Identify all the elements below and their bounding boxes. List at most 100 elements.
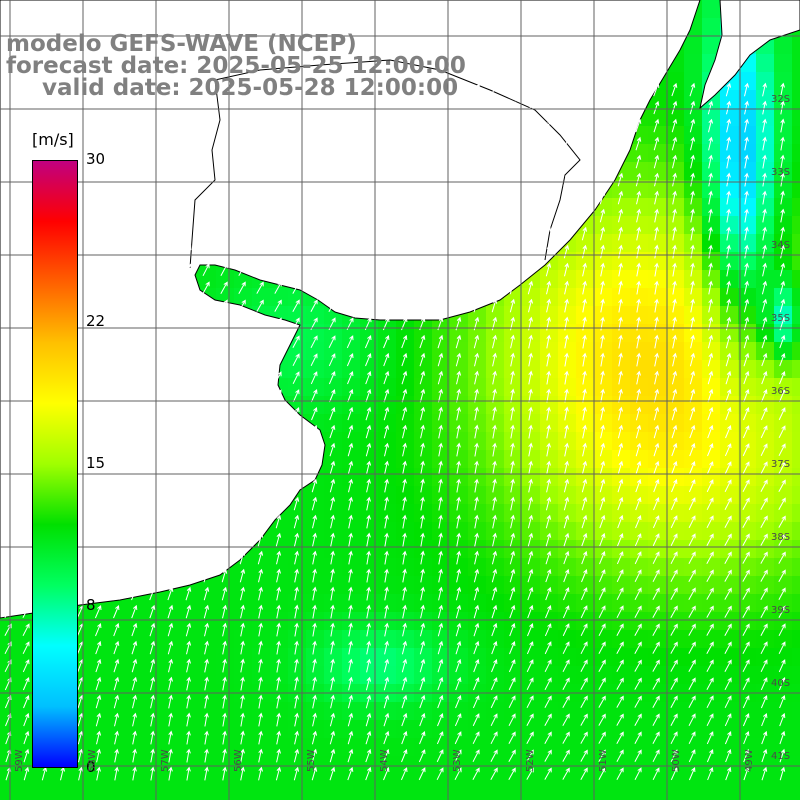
wind-cell	[216, 666, 235, 685]
wind-arrow	[563, 496, 570, 511]
wind-cell	[540, 324, 559, 343]
wind-cell	[486, 738, 505, 757]
wind-arrow	[220, 461, 228, 475]
wind-cell	[324, 720, 343, 739]
wind-cell	[774, 540, 793, 559]
wind-arrow	[364, 119, 372, 132]
wind-cell	[36, 792, 55, 800]
wind-arrow	[419, 299, 426, 313]
wind-arrow	[184, 353, 192, 366]
wind-cell	[144, 630, 163, 649]
wind-cell	[522, 702, 541, 721]
wind-cell	[612, 648, 631, 667]
wind-arrow	[383, 712, 390, 727]
wind-cell	[540, 378, 559, 397]
wind-cell	[324, 630, 343, 649]
wind-arrow	[527, 226, 534, 241]
wind-arrow	[132, 100, 137, 115]
wind-arrow	[274, 263, 282, 276]
wind-arrow	[420, 514, 425, 529]
wind-arrow	[778, 641, 786, 655]
wind-cell	[396, 450, 415, 469]
wind-arrow	[130, 497, 138, 510]
wind-arrow	[383, 694, 390, 709]
wind-cell	[684, 360, 703, 379]
wind-arrow	[779, 280, 786, 295]
wind-arrow	[202, 407, 210, 420]
wind-arrow	[436, 767, 444, 781]
wind-arrow	[203, 515, 210, 529]
longitude-label: 56W	[233, 749, 244, 772]
wind-cell	[108, 756, 127, 775]
wind-cell	[216, 612, 235, 631]
wind-arrow	[690, 280, 695, 295]
wind-arrow	[672, 352, 677, 367]
wind-cell	[234, 648, 253, 667]
wind-arrow	[744, 226, 749, 241]
wind-arrow	[742, 479, 750, 493]
wind-cell	[612, 468, 631, 487]
wind-cell	[576, 504, 595, 523]
wind-cell	[720, 216, 739, 235]
wind-arrow	[762, 190, 767, 205]
wind-arrow	[328, 209, 336, 222]
wind-arrow	[671, 424, 678, 439]
wind-arrow	[455, 622, 462, 637]
wind-cell	[378, 666, 397, 685]
wind-arrow	[202, 425, 210, 438]
wind-cell	[540, 612, 559, 631]
wind-arrow	[688, 479, 696, 493]
wind-arrow	[418, 119, 426, 132]
wind-cell	[180, 738, 199, 757]
wind-arrow	[365, 730, 372, 745]
wind-cell	[486, 540, 505, 559]
wind-arrow	[24, 136, 29, 151]
wind-arrow	[564, 442, 569, 457]
wind-arrow	[23, 766, 30, 781]
wind-arrow	[150, 748, 155, 763]
wind-cell	[720, 666, 739, 685]
wind-arrow	[382, 83, 390, 97]
wind-arrow	[689, 388, 696, 403]
wind-arrow	[114, 136, 119, 151]
wind-arrow	[688, 587, 696, 600]
wind-arrow	[149, 245, 156, 259]
wind-arrow	[329, 424, 336, 439]
wind-arrow	[149, 586, 156, 601]
wind-arrow	[492, 370, 497, 385]
wind-arrow	[618, 298, 623, 313]
wind-arrow	[653, 388, 660, 403]
wind-arrow	[256, 227, 264, 240]
wind-arrow	[42, 136, 47, 151]
wind-arrow	[256, 371, 264, 384]
wind-cell	[792, 540, 800, 559]
wind-arrow	[148, 281, 156, 295]
wind-arrow	[472, 83, 480, 96]
wind-arrow	[688, 515, 696, 529]
wind-cell	[576, 378, 595, 397]
wind-arrow	[311, 442, 318, 457]
wind-arrow	[779, 371, 786, 385]
wind-arrow	[690, 226, 695, 241]
wind-arrow	[167, 568, 174, 583]
wind-arrow	[22, 659, 30, 673]
wind-cell	[576, 486, 595, 505]
wind-arrow	[708, 280, 713, 295]
wind-cell	[486, 450, 505, 469]
wind-arrow	[472, 173, 480, 187]
wind-cell	[540, 738, 559, 757]
wind-arrow	[202, 227, 210, 241]
wind-cell	[648, 378, 667, 397]
wind-cell	[486, 666, 505, 685]
wind-cell	[522, 468, 541, 487]
wind-arrow	[490, 83, 498, 96]
wind-arrow	[167, 136, 174, 151]
wind-arrow	[762, 136, 767, 151]
wind-cell	[288, 630, 307, 649]
wind-arrow	[364, 335, 372, 349]
wind-arrow	[96, 190, 102, 205]
wind-cell	[468, 378, 487, 397]
wind-arrow	[168, 118, 174, 133]
wind-cell	[648, 396, 667, 415]
wind-arrow	[402, 478, 407, 493]
